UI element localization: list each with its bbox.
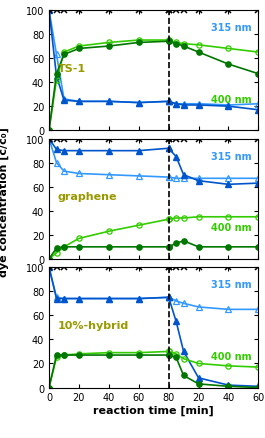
Text: graphene: graphene bbox=[58, 192, 117, 202]
Text: 315 nm: 315 nm bbox=[211, 151, 252, 161]
X-axis label: reaction time [min]: reaction time [min] bbox=[93, 405, 214, 416]
Text: dye concentration [c/c₀]: dye concentration [c/c₀] bbox=[0, 127, 9, 276]
Text: 400 nm: 400 nm bbox=[211, 351, 252, 361]
Text: 315 nm: 315 nm bbox=[211, 280, 252, 290]
Text: 400 nm: 400 nm bbox=[211, 223, 252, 233]
Text: 400 nm: 400 nm bbox=[211, 95, 252, 105]
Text: 315 nm: 315 nm bbox=[211, 23, 252, 33]
Text: 10%-hybrid: 10%-hybrid bbox=[58, 320, 129, 330]
Text: TS-1: TS-1 bbox=[58, 64, 86, 74]
